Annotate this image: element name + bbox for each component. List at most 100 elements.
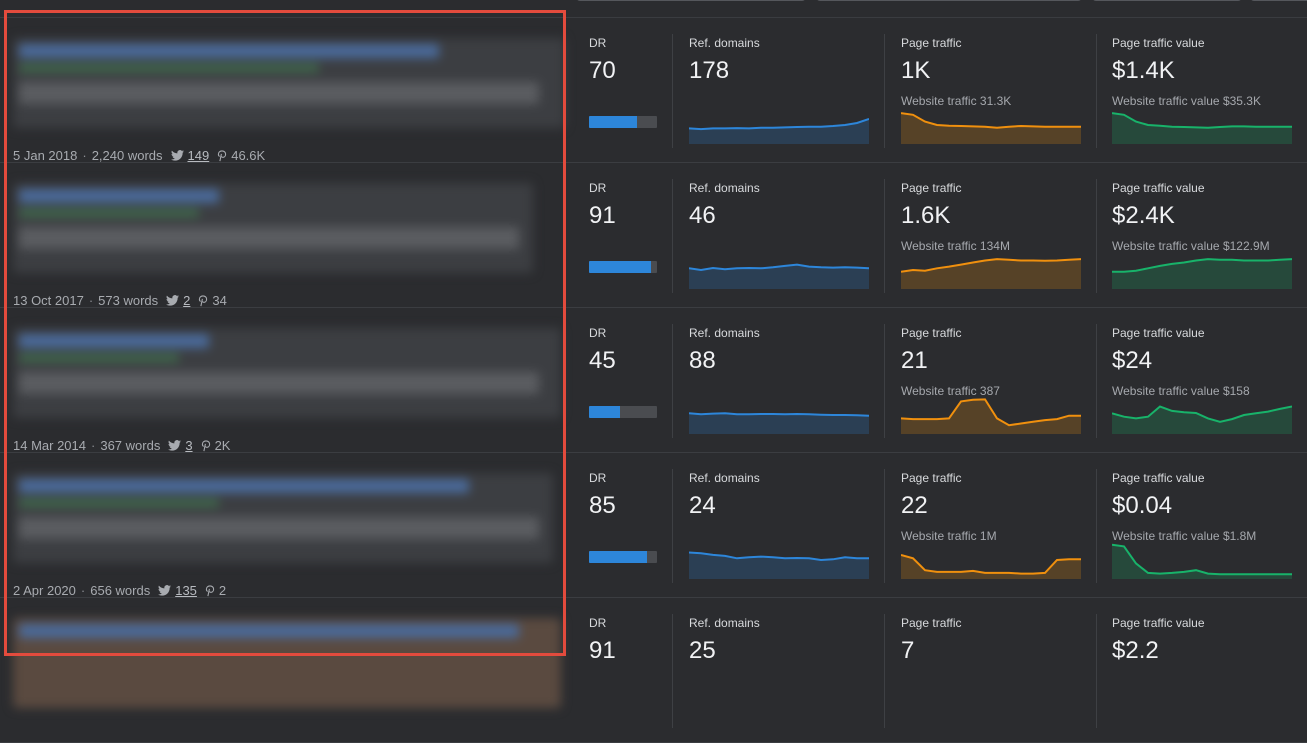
website-traffic: Website traffic 1M <box>901 529 997 543</box>
website-traffic-value: Website traffic value $1.8M <box>1112 529 1257 543</box>
ref-domains-sparkline <box>689 412 869 434</box>
dr-bar-fill <box>589 551 647 563</box>
article-meta: 2 Apr 2020 · 656 words 135 2 <box>13 583 227 598</box>
column-divider <box>1096 469 1097 583</box>
article-preview[interactable] <box>8 606 561 736</box>
page-traffic-value-metric: Page traffic value $0.04 Website traffic v… <box>1112 471 1256 543</box>
pin-count: 2 <box>218 583 227 598</box>
page-traffic-value[interactable]: 7 <box>901 637 915 664</box>
pinterest-icon <box>205 584 215 596</box>
page-traffic-value[interactable]: 1K <box>901 57 931 84</box>
column-divider <box>884 324 885 438</box>
column-divider <box>1096 614 1097 728</box>
page-traffic-value-amount: $0.04 <box>1112 492 1173 519</box>
page-traffic-value-sparkline <box>1112 543 1292 579</box>
ref-domains: Ref. domains 25 <box>689 616 760 665</box>
filter-dropdown[interactable] <box>816 0 1082 1</box>
publish-date: 13 Oct 2017 <box>13 293 84 308</box>
column-divider <box>672 324 673 438</box>
ref-domains-value[interactable]: 25 <box>689 637 716 664</box>
result-row: 14 Mar 2014 · 367 words 3 2K DR 45 Ref. domains… <box>0 308 1307 453</box>
ref-domains-sparkline-line <box>689 551 869 562</box>
filter-dropdown[interactable] <box>1250 0 1307 1</box>
tweet-count-link[interactable]: 2 <box>183 293 191 308</box>
filter-dropdown[interactable] <box>576 0 806 1</box>
domain-rating: DR 70 <box>589 36 657 128</box>
page-traffic-value-amount: $2.2 <box>1112 637 1159 664</box>
ref-domains-sparkline-area <box>689 264 869 289</box>
page-traffic-value-metric: Page traffic value $24 Website traffic val… <box>1112 326 1250 398</box>
page-traffic-sparkline-area <box>901 399 1081 434</box>
ref-domains-label: Ref. domains <box>689 181 760 195</box>
ref-domains: Ref. domains 178 <box>689 36 760 85</box>
page-traffic: Page traffic 7 <box>901 616 961 665</box>
page-traffic-value-sparkline <box>1112 405 1292 434</box>
word-count: 2,240 words <box>91 148 163 163</box>
website-traffic: Website traffic 387 <box>901 384 1000 398</box>
result-row: 5 Jan 2018 · 2,240 words 149 46.6K DR 70 Ref. d… <box>0 18 1307 163</box>
ref-domains: Ref. domains 24 <box>689 471 760 520</box>
dr-label: DR <box>589 181 607 195</box>
page-traffic: Page traffic 1K Website traffic 31.3K <box>901 36 1011 108</box>
word-count: 656 words <box>90 583 151 598</box>
word-count: 367 words <box>100 438 161 453</box>
article-preview[interactable]: 5 Jan 2018 · 2,240 words 149 46.6K <box>8 26 565 163</box>
website-traffic: Website traffic 31.3K <box>901 94 1012 108</box>
domain-rating: DR 45 <box>589 326 657 418</box>
domain-rating: DR 91 <box>589 616 616 665</box>
column-divider <box>884 34 885 148</box>
article-preview[interactable]: 13 Oct 2017 · 573 words 2 34 <box>8 171 560 308</box>
dr-label: DR <box>589 326 607 340</box>
page-traffic-value-sparkline-line <box>1112 258 1292 273</box>
column-divider <box>672 34 673 148</box>
page-traffic-sparkline <box>901 258 1081 289</box>
column-divider <box>672 469 673 583</box>
page-traffic-value-sparkline-area <box>1112 259 1292 289</box>
ref-domains-sparkline <box>689 263 869 289</box>
column-divider <box>1096 324 1097 438</box>
page-traffic: Page traffic 1.6K Website traffic 134M <box>901 181 1010 253</box>
page-traffic-sparkline-area <box>901 259 1081 289</box>
tweet-count-link[interactable]: 135 <box>175 583 197 598</box>
page-traffic: Page traffic 22 Website traffic 1M <box>901 471 997 543</box>
ref-domains-label: Ref. domains <box>689 471 760 485</box>
page-traffic-value-amount: $1.4K <box>1112 57 1175 84</box>
column-divider <box>1096 34 1097 148</box>
dr-value: 91 <box>589 202 616 229</box>
ref-domains: Ref. domains 88 <box>689 326 760 375</box>
ref-domains-sparkline-line <box>689 412 869 417</box>
pin-count: 46.6K <box>231 148 266 163</box>
twitter-icon <box>168 440 182 451</box>
article-preview[interactable]: 14 Mar 2014 · 367 words 3 2K <box>8 316 561 453</box>
page-traffic-value-metric: Page traffic value $2.4K Website traffic v… <box>1112 181 1270 253</box>
column-divider <box>672 179 673 293</box>
pinterest-icon <box>199 294 208 306</box>
tweet-count-link[interactable]: 149 <box>187 148 210 163</box>
column-divider <box>884 469 885 583</box>
dr-label: DR <box>589 36 607 50</box>
page-traffic-sparkline <box>901 553 1081 579</box>
ref-domains-value[interactable]: 178 <box>689 57 730 84</box>
blurred-article-content <box>13 473 553 563</box>
pin-count: 2K <box>214 438 231 453</box>
page-traffic-value-label: Page traffic value <box>1112 326 1205 340</box>
page-traffic-value[interactable]: 22 <box>901 492 928 519</box>
article-preview[interactable]: 2 Apr 2020 · 656 words 135 2 <box>8 461 560 598</box>
domain-rating: DR 91 <box>589 181 657 273</box>
ref-domains-value[interactable]: 88 <box>689 347 716 374</box>
dr-bar-fill <box>589 116 637 128</box>
dr-label: DR <box>589 471 607 485</box>
page-traffic: Page traffic 21 Website traffic 387 <box>901 326 1000 398</box>
result-row: 2 Apr 2020 · 656 words 135 2 DR 85 Ref. domains… <box>0 453 1307 598</box>
tweet-count-link[interactable]: 3 <box>185 438 193 453</box>
column-divider <box>884 614 885 728</box>
filter-dropdown[interactable] <box>1092 0 1242 1</box>
ref-domains-sparkline-area <box>689 413 869 434</box>
page-traffic-sparkline-line <box>901 112 1081 129</box>
page-traffic-value[interactable]: 21 <box>901 347 928 374</box>
ref-domains-value[interactable]: 24 <box>689 492 716 519</box>
ref-domains-label: Ref. domains <box>689 36 760 50</box>
dr-value: 70 <box>589 57 616 84</box>
ref-domains-value[interactable]: 46 <box>689 202 716 229</box>
page-traffic-value[interactable]: 1.6K <box>901 202 951 229</box>
